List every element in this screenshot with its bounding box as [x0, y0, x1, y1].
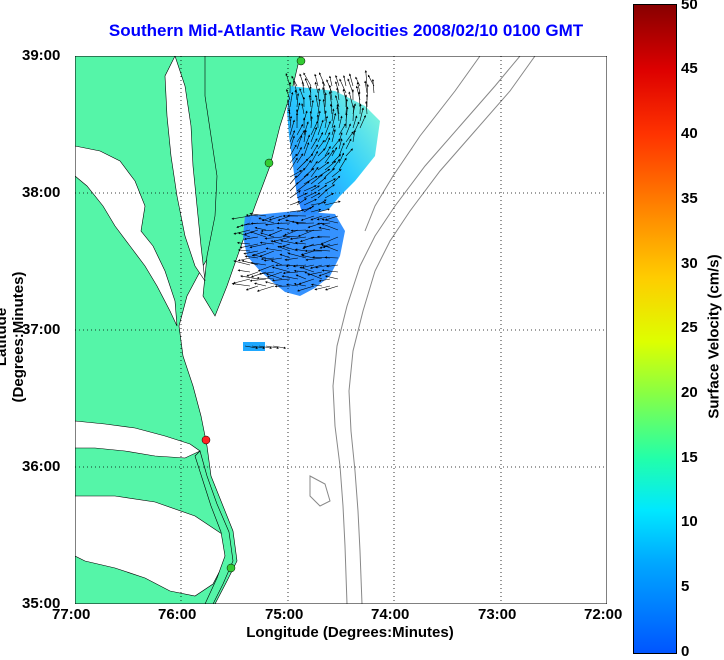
colorbar-tick: 5: [681, 578, 689, 595]
map-plot-area: [75, 56, 607, 604]
colorbar-tick: 10: [681, 513, 698, 530]
colorbar-tick: 15: [681, 449, 698, 466]
hatteras-station: [227, 564, 235, 572]
colorbar-tick: 50: [681, 0, 698, 13]
y-tick-label: 36:00: [22, 458, 60, 475]
x-tick-label: 75:00: [265, 606, 303, 623]
cape-charles-station: [265, 159, 273, 167]
colorbar-tick: 0: [681, 643, 689, 660]
duck-station: [202, 436, 210, 444]
x-tick-label: 72:00: [584, 606, 622, 623]
x-tick-label: 73:00: [478, 606, 516, 623]
x-tick-label: 74:00: [371, 606, 409, 623]
north-station: [297, 57, 305, 65]
x-tick-label: 76:00: [158, 606, 196, 623]
y-axis-label: Latitude (Degrees:Minutes): [0, 257, 27, 417]
colorbar: [633, 4, 677, 654]
colorbar-tick: 40: [681, 125, 698, 142]
colorbar-tick: 25: [681, 319, 698, 336]
map-svg: [75, 56, 607, 604]
x-axis-label: Longitude (Degrees:Minutes): [170, 624, 530, 641]
colorbar-tick: 30: [681, 255, 698, 272]
y-tick-label: 38:00: [22, 184, 60, 201]
chart-title: Southern Mid-Atlantic Raw Velocities 200…: [60, 21, 632, 41]
colorbar-tick: 45: [681, 60, 698, 77]
x-tick-label: 77:00: [52, 606, 90, 623]
colorbar-tick: 20: [681, 384, 698, 401]
colorbar-label: Surface Velocity (cm/s): [706, 237, 723, 437]
y-tick-label: 37:00: [22, 321, 60, 338]
colorbar-tick: 35: [681, 190, 698, 207]
y-tick-label: 39:00: [22, 47, 60, 64]
